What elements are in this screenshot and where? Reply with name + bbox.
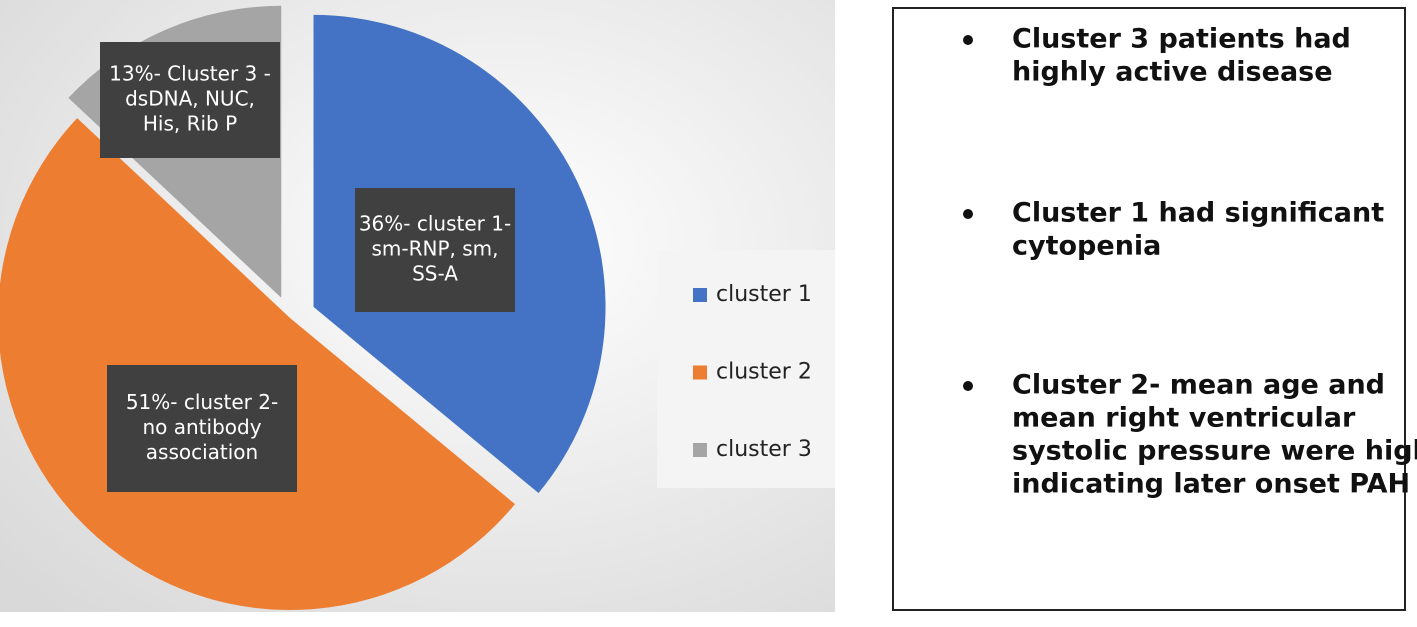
note-text: Cluster 2- mean age and [1012, 370, 1385, 401]
data-label: 13%- Cluster 3 - [109, 62, 271, 86]
data-label: 51%- cluster 2- [126, 390, 278, 414]
note-text: systolic pressure were high [1012, 436, 1417, 467]
legend-swatch [693, 443, 707, 457]
data-label: sm-RNP, sm, [371, 237, 498, 261]
note-text: indicating later onset PAH [1012, 469, 1410, 500]
data-label: no antibody [142, 415, 261, 439]
data-label-box [100, 42, 280, 158]
note-text: cytopenia [1012, 231, 1161, 262]
legend-swatch [693, 288, 707, 302]
data-label: His, Rib P [143, 112, 237, 136]
legend-label: cluster 1 [716, 282, 812, 307]
legend-swatch [693, 365, 707, 380]
note-text: Cluster 3 patients had [1012, 24, 1351, 55]
bullet [963, 35, 973, 45]
bullet [963, 381, 973, 391]
note-text: highly active disease [1012, 57, 1333, 88]
legend-label: cluster 2 [716, 360, 812, 385]
notes-panel [892, 7, 1406, 611]
data-label: dsDNA, NUC, [125, 87, 255, 111]
legend-label: cluster 3 [716, 437, 812, 462]
data-label: SS-A [412, 262, 458, 286]
note-text: Cluster 1 had significant [1012, 198, 1384, 229]
data-label-box [107, 365, 297, 492]
note-text: mean right ventricular [1012, 403, 1356, 434]
legend-box [657, 250, 835, 488]
data-label: 36%- cluster 1- [359, 212, 511, 236]
data-label-box [355, 188, 515, 312]
bullet [963, 209, 973, 219]
data-label: association [146, 440, 258, 464]
